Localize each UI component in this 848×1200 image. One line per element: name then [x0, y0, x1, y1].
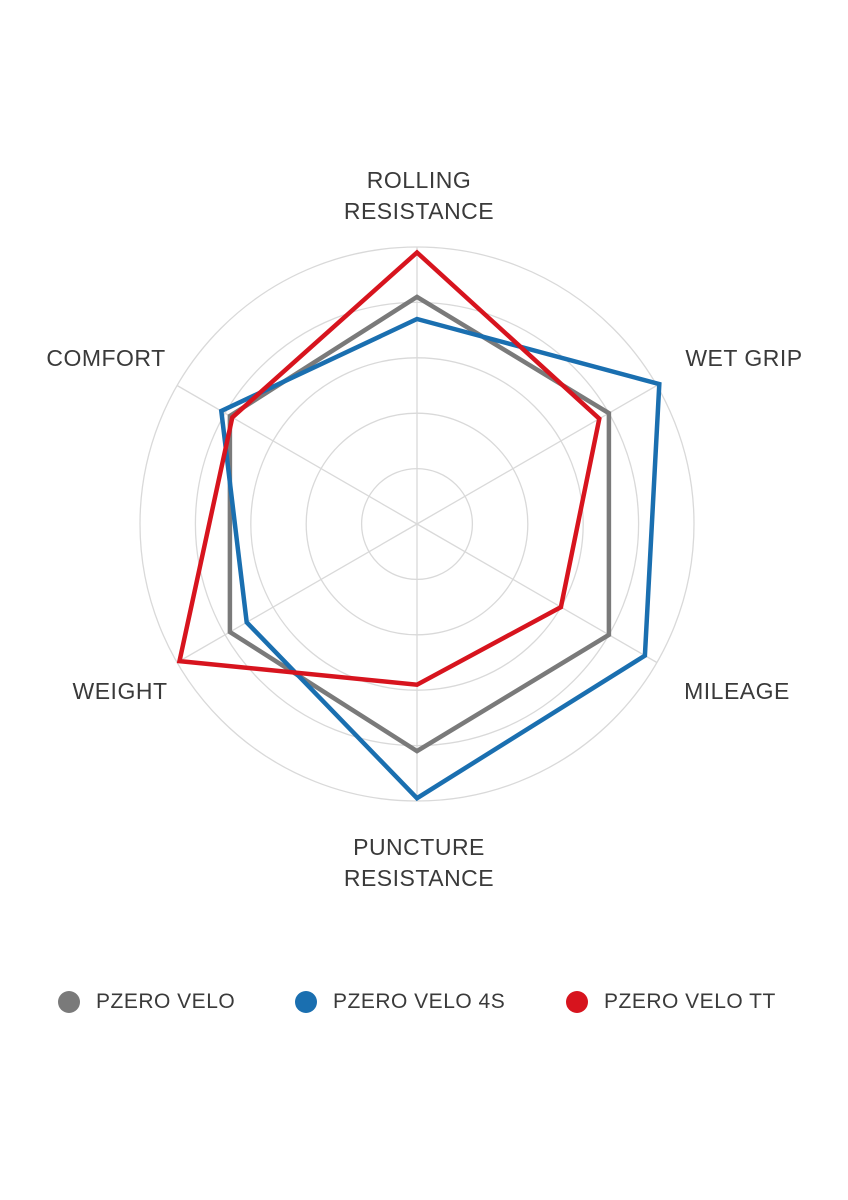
legend-item-pzero-velo-4s: PZERO VELO 4S [295, 985, 505, 1019]
legend-swatch-pzero-velo-tt [566, 991, 588, 1013]
series-polygon-pzero-velo-4s [218, 316, 662, 802]
axis-label-4-line-2: RESISTANCE [344, 865, 494, 891]
grid-spoke-2 [416, 384, 658, 525]
axis-label-3: MILEAGE [684, 678, 790, 704]
legend-swatch-pzero-velo-4s [295, 991, 317, 1013]
axis-label-5: WEIGHT [73, 678, 168, 704]
grid-spoke-5 [176, 523, 418, 664]
legend-item-pzero-velo-tt: PZERO VELO TT [566, 985, 776, 1019]
legend-label-pzero-velo: PZERO VELO [96, 990, 236, 1013]
axis-label-2: WET GRIP [685, 345, 802, 371]
series-polygon-pzero-velo [227, 294, 612, 754]
axis-label-1-line-1: ROLLING [367, 167, 471, 193]
axis-label-6: COMFORT [46, 345, 165, 371]
series-polygon-pzero-velo-tt [176, 249, 602, 688]
grid-spoke-3 [416, 523, 658, 664]
legend-label-pzero-velo-4s: PZERO VELO 4S [333, 990, 506, 1013]
legend: PZERO VELO PZERO VELO 4S PZERO VELO TT [0, 985, 848, 1019]
axis-label-1-line-2: RESISTANCE [344, 198, 494, 224]
axis-label-4-line-1: PUNCTURE [353, 834, 485, 860]
legend-item-pzero-velo: PZERO VELO [58, 985, 235, 1019]
grid-spoke-6 [176, 384, 418, 525]
legend-swatch-pzero-velo [58, 991, 80, 1013]
legend-label-pzero-velo-tt: PZERO VELO TT [604, 990, 776, 1013]
